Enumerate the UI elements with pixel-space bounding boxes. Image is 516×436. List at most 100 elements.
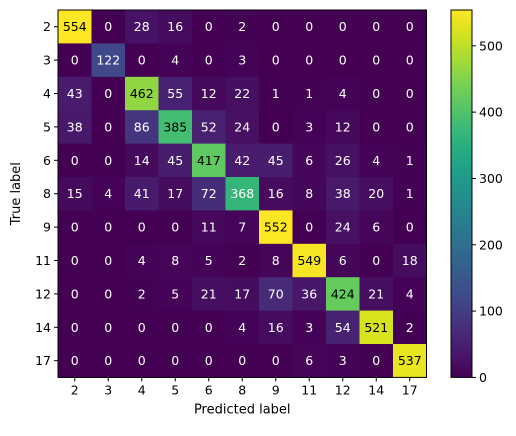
cell-value-label: 0 — [138, 353, 146, 368]
heatmap-cell — [326, 10, 360, 44]
cell-value-label: 0 — [205, 320, 213, 335]
heatmap-cell — [91, 310, 126, 345]
x-tick-label: 3 — [104, 382, 112, 397]
heatmap-cell — [359, 143, 394, 178]
cell-value-label: 1 — [406, 153, 414, 168]
heatmap-cell — [91, 110, 126, 145]
cell-value-label: 6 — [305, 353, 313, 368]
x-tick-label: 9 — [272, 382, 280, 397]
heatmap-cell — [125, 177, 159, 211]
x-axis-ticks: 2 3 4 5 6 8 9 11 12 14 17 — [71, 377, 418, 397]
cell-value-label: 22 — [234, 86, 250, 101]
x-tick-label: 2 — [71, 382, 79, 397]
cell-value-label: 5 — [205, 253, 213, 268]
cell-value-label: 0 — [71, 153, 79, 168]
heatmap-cell — [58, 177, 92, 211]
x-tick-label: 11 — [301, 382, 317, 397]
cell-value-label: 6 — [339, 253, 347, 268]
cell-value-label: 28 — [134, 19, 150, 34]
x-tick-label: 5 — [171, 382, 179, 397]
heatmap-cell — [292, 43, 327, 78]
cell-value-label: 2 — [238, 253, 246, 268]
colorbar-tick-label: 100 — [479, 304, 503, 319]
cell-value-label: 41 — [134, 186, 150, 201]
cell-value-label: 21 — [368, 286, 384, 301]
heatmap-cell — [58, 76, 92, 111]
cell-value-label: 45 — [268, 153, 284, 168]
heatmap-cell — [125, 143, 159, 178]
heatmap-cell — [259, 76, 293, 111]
heatmap-cell — [91, 143, 126, 178]
cell-value-label: 4 — [138, 253, 146, 268]
heatmap-cell — [192, 143, 226, 178]
cell-value-label: 462 — [130, 86, 154, 101]
cell-value-label: 0 — [104, 320, 112, 335]
cell-value-label: 424 — [331, 286, 355, 301]
cell-value-label: 2 — [406, 320, 414, 335]
cell-value-label: 16 — [167, 19, 183, 34]
cell-value-label: 0 — [372, 253, 380, 268]
cell-value-label: 0 — [339, 53, 347, 68]
cell-value-label: 1 — [406, 186, 414, 201]
cell-value-label: 0 — [406, 53, 414, 68]
cell-value-label: 0 — [372, 119, 380, 134]
y-tick-label: 9 — [43, 220, 51, 235]
heatmap-cell — [393, 310, 427, 345]
cell-value-label: 0 — [205, 53, 213, 68]
heatmap-cell — [91, 76, 126, 111]
heatmap-cell — [259, 110, 293, 145]
heatmap-cell — [393, 277, 427, 312]
cell-value-label: 0 — [104, 220, 112, 235]
cell-value-label: 552 — [264, 220, 288, 235]
heatmap-cell — [326, 43, 360, 78]
y-axis-label: True label — [9, 162, 24, 226]
cell-value-label: 1 — [305, 86, 313, 101]
heatmap-cell — [91, 177, 126, 211]
heatmap-cell — [225, 76, 260, 111]
cell-value-label: 0 — [406, 86, 414, 101]
cell-value-label: 385 — [163, 119, 187, 134]
heatmap-cell — [225, 43, 260, 78]
cell-value-label: 0 — [305, 53, 313, 68]
heatmap-cell — [225, 243, 260, 278]
heatmap-cell — [225, 210, 260, 245]
heatmap-cell — [292, 76, 327, 111]
heatmap-cell — [225, 277, 260, 312]
colorbar-tick-label: 200 — [479, 237, 503, 252]
y-tick-label: 11 — [35, 253, 51, 268]
cell-value-label: 4 — [339, 86, 347, 101]
heatmap-cell — [292, 10, 327, 44]
cell-value-label: 38 — [67, 119, 83, 134]
cell-value-label: 8 — [171, 253, 179, 268]
cell-value-label: 0 — [205, 19, 213, 34]
heatmap-cell — [58, 10, 92, 44]
heatmap-cell — [58, 277, 92, 312]
heatmap-cell — [393, 10, 427, 44]
heatmap-cell — [125, 344, 159, 378]
cell-value-label: 4 — [372, 153, 380, 168]
cell-value-label: 3 — [238, 53, 246, 68]
heatmap-cell — [91, 344, 126, 378]
cell-value-label: 0 — [372, 353, 380, 368]
cell-value-label: 17 — [234, 286, 250, 301]
heatmap-cell — [158, 243, 193, 278]
heatmap-cell — [192, 344, 226, 378]
heatmap-cell — [91, 277, 126, 312]
heatmap-cell — [359, 277, 394, 312]
cell-value-label: 18 — [402, 253, 418, 268]
heatmap-cell — [58, 143, 92, 178]
heatmap-cell — [91, 10, 126, 44]
heatmap-cell — [359, 110, 394, 145]
heatmap-cell — [125, 210, 159, 245]
heatmap-cell — [292, 110, 327, 145]
colorbar-tick-label: 0 — [479, 370, 487, 385]
cell-value-label: 0 — [205, 353, 213, 368]
heatmap-cell — [393, 43, 427, 78]
heatmap-cell — [158, 110, 193, 145]
heatmap-cell — [125, 277, 159, 312]
cell-value-label: 36 — [301, 286, 317, 301]
cell-value-label: 0 — [406, 220, 414, 235]
heatmap-cell — [192, 310, 226, 345]
cell-value-label: 4 — [238, 320, 246, 335]
